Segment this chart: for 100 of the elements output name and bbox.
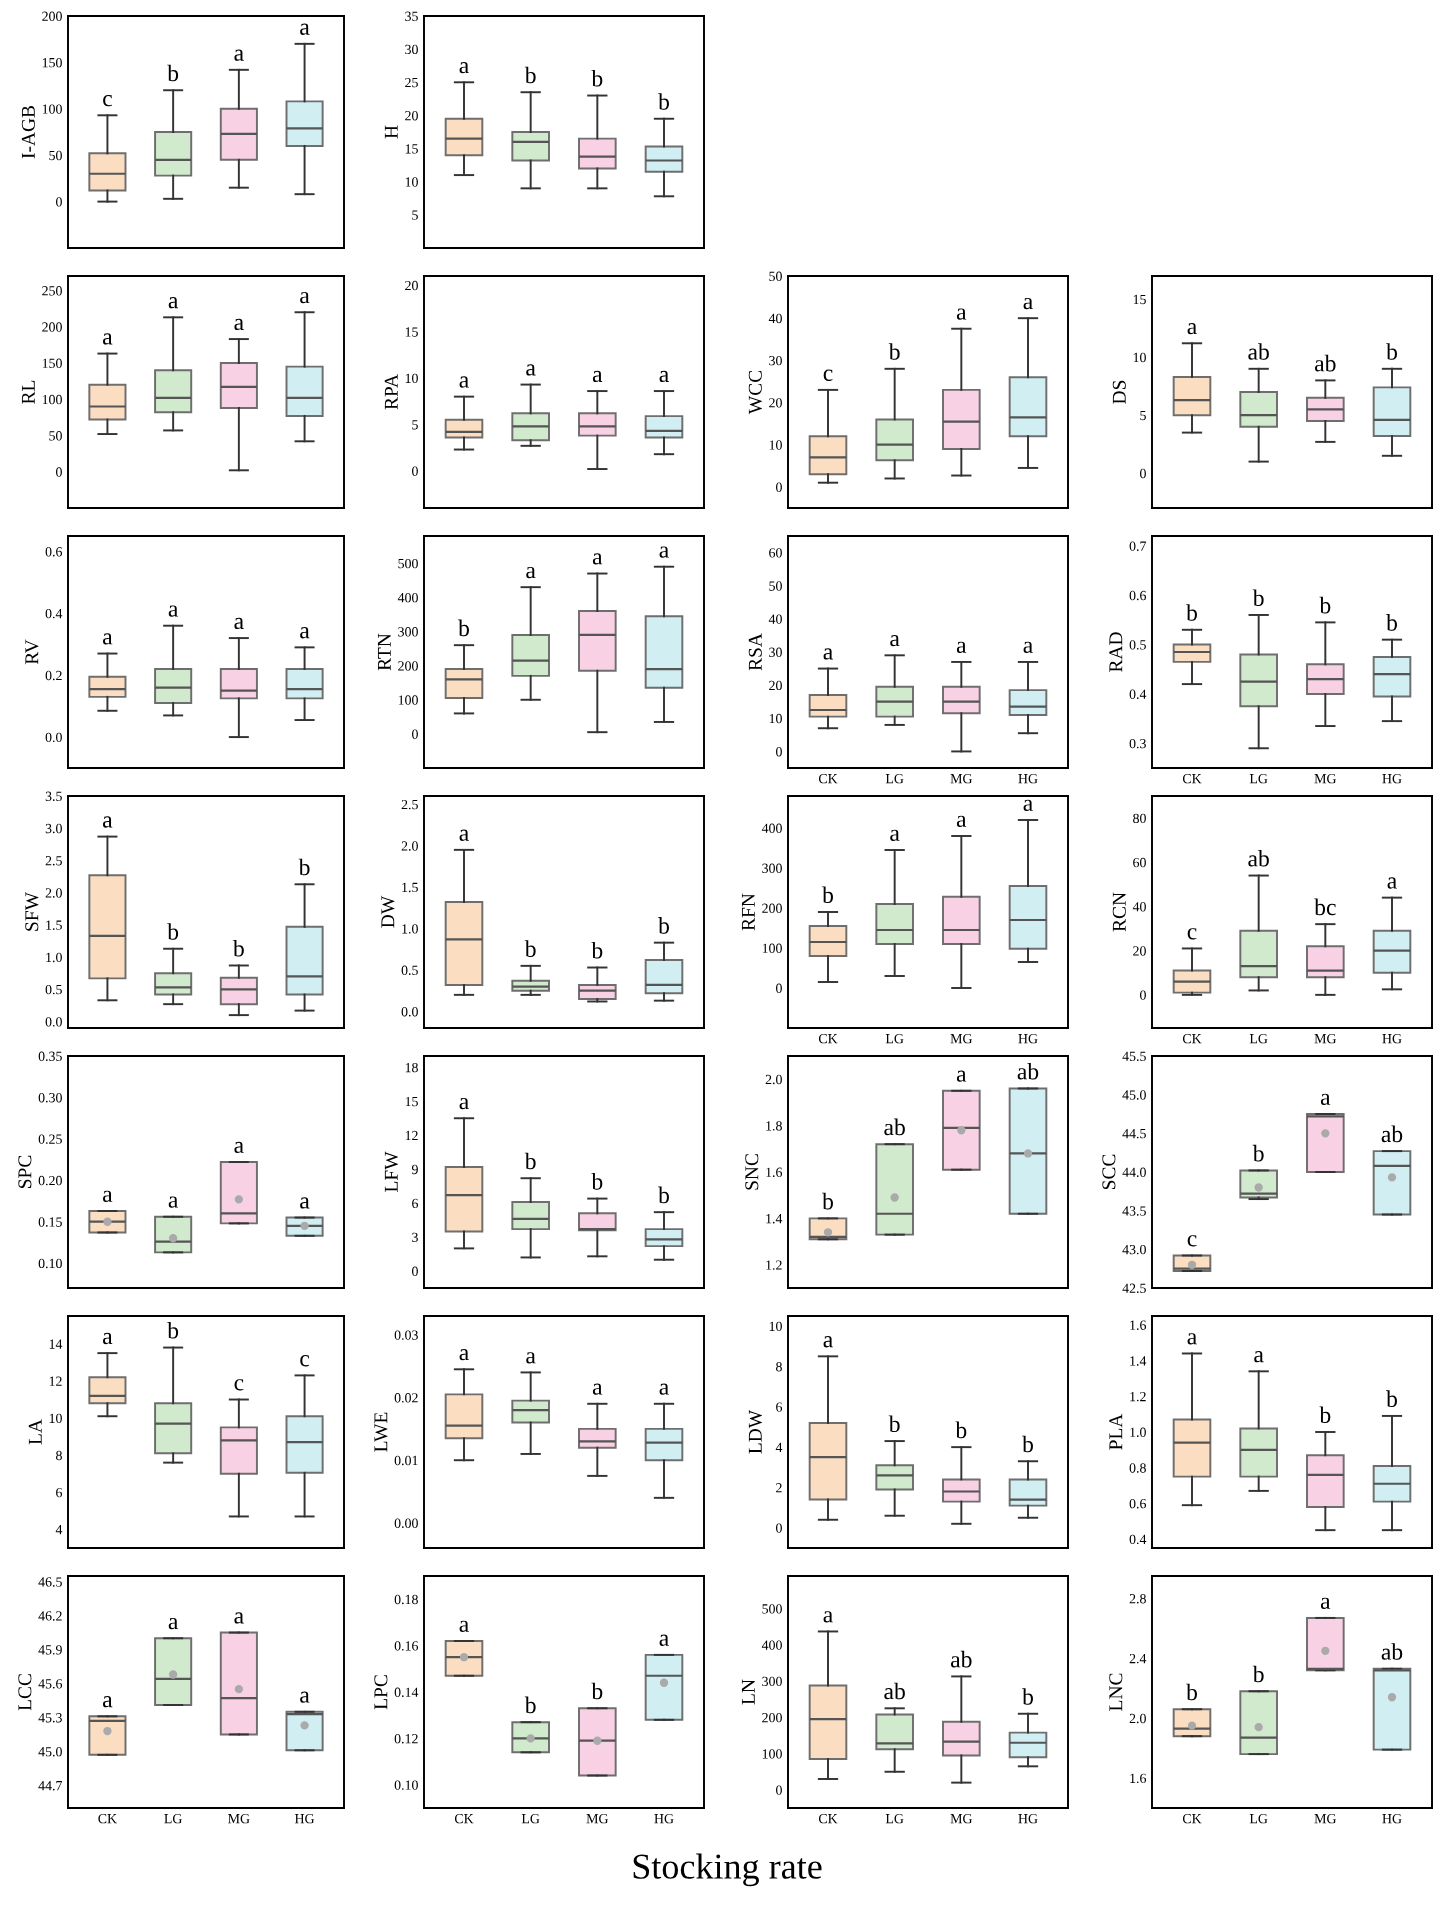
annotation: a (300, 23, 310, 35)
annotation: a (103, 633, 113, 645)
y-axis-title: RAD (1109, 632, 1123, 672)
annotation: b (591, 1173, 603, 1190)
annotation: a (234, 1141, 244, 1154)
annotation: a (956, 308, 967, 320)
annotation: b (524, 940, 536, 957)
annotation: b (1319, 1406, 1331, 1424)
annotation: a (300, 1197, 310, 1209)
annotation: b (167, 923, 179, 940)
annotation: a (956, 1070, 967, 1082)
y-axis-title: RPA (384, 374, 398, 410)
annotation: b (524, 1696, 536, 1714)
annotation: b (591, 941, 603, 959)
annotation: ab (1381, 1643, 1403, 1660)
y-axis-title: RFN (741, 893, 755, 931)
annotation: b (1386, 614, 1397, 631)
annotation: a (659, 546, 669, 558)
annotation: b (591, 1682, 603, 1700)
annotation: a (890, 635, 900, 647)
y-axis-title: LCC (18, 1674, 32, 1711)
annotation: ab (1248, 849, 1269, 867)
annotation: a (103, 1332, 113, 1345)
y-axis-title: LDW (748, 1409, 762, 1454)
annotation: b (1319, 596, 1331, 614)
annotation: a (168, 605, 179, 617)
y-axis-title: RCN (1112, 892, 1126, 932)
annotation: a (168, 297, 179, 309)
annotation: a (823, 1611, 833, 1623)
annotation: b (167, 64, 179, 82)
annotation: b (591, 69, 603, 87)
annotation: a (526, 1352, 536, 1364)
annotation: bc (1314, 898, 1336, 916)
annotation: a (526, 566, 536, 579)
annotation: b (167, 1321, 179, 1339)
annotation: b (1252, 1144, 1264, 1162)
annotation: a (103, 1190, 113, 1202)
annotation: a (234, 1612, 244, 1624)
annotation: c (234, 1379, 244, 1391)
y-axis-title: RV (25, 639, 39, 665)
y-axis-title: SPC (18, 1155, 32, 1188)
annotation: a (459, 829, 469, 841)
annotation: a (956, 815, 967, 828)
annotation: ab (1017, 1062, 1039, 1080)
annotation: ab (1248, 343, 1269, 360)
annotation: a (300, 291, 310, 304)
annotation: b (1022, 1688, 1033, 1705)
annotation: b (888, 343, 900, 360)
annotation: a (459, 1620, 469, 1632)
annotation: b (955, 1421, 967, 1439)
y-axis-title: RSA (748, 633, 762, 671)
annotation: a (1254, 1351, 1264, 1363)
text: Stocking rate (633, 1853, 822, 1887)
y-axis-title: WCC (748, 370, 762, 415)
annotation: a (168, 1617, 179, 1630)
annotation: ab (1315, 354, 1336, 372)
annotation: b (1386, 343, 1397, 360)
y-axis-title: LN (741, 1679, 755, 1705)
annotation: b (1186, 1683, 1197, 1701)
annotation: a (300, 627, 310, 639)
annotation: a (1023, 799, 1033, 812)
annotation: b (458, 619, 469, 637)
annotation: b (1022, 1435, 1033, 1453)
annotation: a (234, 617, 244, 630)
y-axis-title: LFW (384, 1151, 398, 1192)
annotation: c (823, 369, 833, 381)
y-axis-title: LNC (1109, 1673, 1123, 1711)
annotation: a (592, 370, 603, 383)
annotation: b (822, 886, 833, 904)
annotation: b (1252, 1665, 1264, 1683)
annotation: a (1320, 1597, 1331, 1609)
annotation: a (823, 1336, 833, 1348)
annotation: b (822, 1192, 833, 1210)
annotation: a (459, 1097, 469, 1110)
y-axis-title: LA (28, 1419, 42, 1445)
annotation: a (234, 49, 244, 61)
y-axis-title: I-AGB (21, 105, 35, 159)
annotation: a (459, 62, 469, 74)
annotation: b (888, 1415, 900, 1433)
y-axis-title: SFW (25, 892, 39, 931)
annotation: a (459, 376, 469, 388)
y-axis-title: RTN (377, 633, 391, 671)
annotation: ab (951, 1650, 972, 1668)
y-axis-title: SCC (1102, 1154, 1116, 1190)
annotation: a (659, 1383, 669, 1395)
annotation: a (459, 1349, 469, 1361)
y-axis-title: RL (21, 380, 35, 404)
y-axis-title: PLA (1109, 1413, 1123, 1450)
annotation: a (1387, 877, 1397, 889)
annotation: a (592, 1383, 603, 1395)
annotation: a (1023, 641, 1033, 653)
annotation: a (300, 1691, 310, 1703)
annotation: a (659, 370, 669, 383)
y-axis-title: LWE (374, 1412, 388, 1452)
annotation: c (1187, 1235, 1197, 1247)
annotation: a (659, 1634, 669, 1646)
annotation: a (103, 816, 113, 828)
annotation: a (823, 648, 833, 660)
annotation: b (1252, 589, 1264, 607)
annotation: b (1186, 604, 1197, 621)
